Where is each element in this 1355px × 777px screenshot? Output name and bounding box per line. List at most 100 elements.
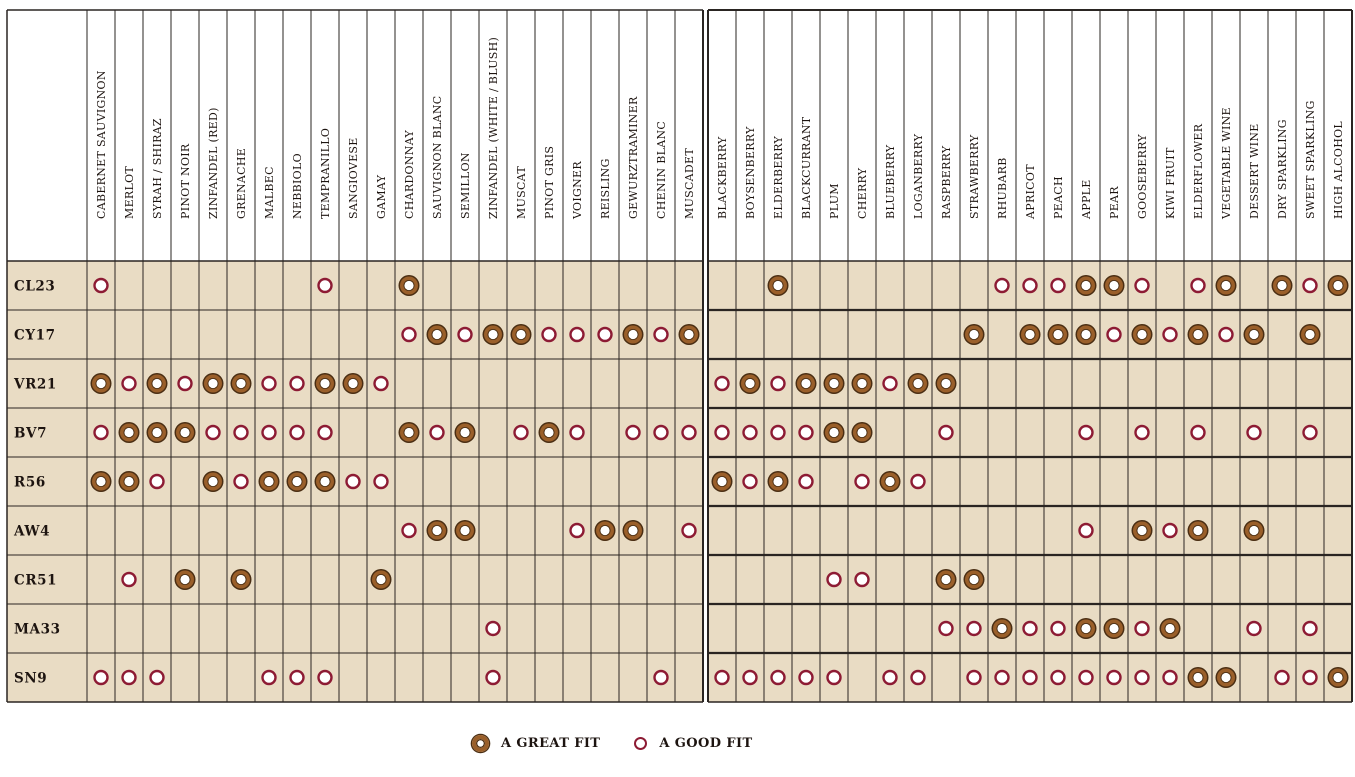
column-header: GRENACHE	[235, 148, 248, 219]
row-label: R56	[14, 475, 46, 491]
column-header: REISLING	[599, 158, 612, 219]
great-fit-marker	[1333, 280, 1343, 291]
legend: A GREAT FIT A GOOD FIT	[472, 728, 787, 758]
good-fit-marker	[1302, 277, 1318, 294]
great-fit-marker	[1109, 280, 1119, 291]
good-fit-marker	[882, 375, 898, 392]
good-fit-marker	[854, 473, 870, 490]
good-fit-marker	[742, 473, 758, 490]
good-fit-marker	[1022, 669, 1038, 686]
good-fit-marker	[653, 669, 669, 686]
great-fit-marker	[600, 525, 610, 536]
good-fit-marker	[1050, 620, 1066, 637]
good-fit-marker	[1302, 620, 1318, 637]
row-label: CL23	[14, 279, 55, 295]
column-header: NEBBIOLO	[291, 153, 304, 219]
great-fit-marker	[320, 378, 330, 389]
row-label: BV7	[14, 426, 47, 442]
column-header: PINOT GRIS	[543, 146, 556, 219]
row-label: SN9	[14, 671, 47, 687]
good-fit-marker	[1134, 277, 1150, 294]
great-fit-marker	[376, 574, 386, 585]
good-fit-marker	[1302, 669, 1318, 686]
great-fit-marker	[1053, 329, 1063, 340]
column-header: MUSCAT	[515, 166, 528, 219]
good-fit-marker	[1274, 669, 1290, 686]
good-fit-marker	[121, 375, 137, 392]
good-fit-marker	[742, 669, 758, 686]
great-fit-marker	[1249, 525, 1259, 536]
good-fit-marker	[1106, 669, 1122, 686]
great-fit-marker	[208, 378, 218, 389]
good-fit-marker	[233, 424, 249, 441]
good-fit-marker	[1190, 277, 1206, 294]
row-label: MA33	[14, 622, 61, 638]
great-fit-marker	[1221, 280, 1231, 291]
good-fit-marker	[1134, 424, 1150, 441]
great-fit-marker	[913, 378, 923, 389]
great-fit-marker	[885, 476, 895, 487]
good-fit-marker	[261, 375, 277, 392]
good-fit-marker	[1106, 326, 1122, 343]
good-fit-marker	[1134, 669, 1150, 686]
great-fit-marker	[1109, 623, 1119, 634]
good-fit-marker	[93, 424, 109, 441]
legend-label-good: A GOOD FIT	[659, 735, 753, 751]
great-fit-marker	[96, 378, 106, 389]
good-fit-marker	[1162, 326, 1178, 343]
good-fit-marker	[681, 522, 697, 539]
good-fit-marker	[1246, 424, 1262, 441]
good-fit-marker	[345, 473, 361, 490]
column-header: BLACKBERRY	[716, 136, 729, 219]
great-fit-marker	[1193, 329, 1203, 340]
column-header: ELDERFLOWER	[1192, 123, 1205, 219]
good-fit-marker	[233, 473, 249, 490]
column-header: ZINFANDEL (WHITE / BLUSH)	[487, 37, 500, 219]
good-fit-marker	[261, 424, 277, 441]
good-fit-marker	[1162, 522, 1178, 539]
good-fit-marker	[485, 669, 501, 686]
great-fit-marker	[969, 574, 979, 585]
column-header: CHERRY	[856, 167, 869, 219]
good-fit-marker	[1078, 424, 1094, 441]
row-label: CY17	[14, 328, 56, 344]
great-fit-marker	[404, 427, 414, 438]
good-fit-marker	[770, 669, 786, 686]
great-fit-marker	[773, 476, 783, 487]
great-fit-marker	[404, 280, 414, 291]
good-fit-marker	[149, 669, 165, 686]
great-fit-marker	[941, 378, 951, 389]
good-fit-marker	[854, 571, 870, 588]
good-fit-marker	[681, 424, 697, 441]
column-header: TEMPRANILLO	[319, 128, 332, 219]
great-fit-marker	[1165, 623, 1175, 634]
column-header: DRY SPARKLING	[1276, 119, 1289, 219]
great-fit-marker	[124, 427, 134, 438]
good-fit-marker	[826, 669, 842, 686]
column-header: ZINFANDEL (RED)	[207, 107, 220, 219]
great-fit-marker	[544, 427, 554, 438]
good-fit-marker	[1022, 277, 1038, 294]
good-fit-marker	[121, 571, 137, 588]
good-fit-marker	[770, 424, 786, 441]
great-fit-marker	[516, 329, 526, 340]
great-fit-marker	[488, 329, 498, 340]
good-fit-marker	[485, 620, 501, 637]
column-header: CHARDONNAY	[403, 129, 416, 219]
column-header: PINOT NOIR	[179, 143, 192, 219]
great-fit-marker	[264, 476, 274, 487]
row-label: VR21	[13, 377, 57, 393]
great-fit-marker	[292, 476, 302, 487]
good-fit-marker	[205, 424, 221, 441]
column-header: CABERNET SAUVIGNON	[95, 70, 108, 219]
great-fit-marker	[829, 427, 839, 438]
good-fit-marker	[653, 424, 669, 441]
column-header: STRAWBERRY	[968, 134, 981, 219]
good-fit-marker	[373, 375, 389, 392]
column-header: LOGANBERRY	[912, 133, 925, 219]
great-fit-marker-icon	[472, 734, 489, 752]
good-fit-marker	[289, 669, 305, 686]
column-header: APRICOT	[1024, 164, 1037, 220]
column-header: SAUVIGNON BLANC	[431, 96, 444, 219]
